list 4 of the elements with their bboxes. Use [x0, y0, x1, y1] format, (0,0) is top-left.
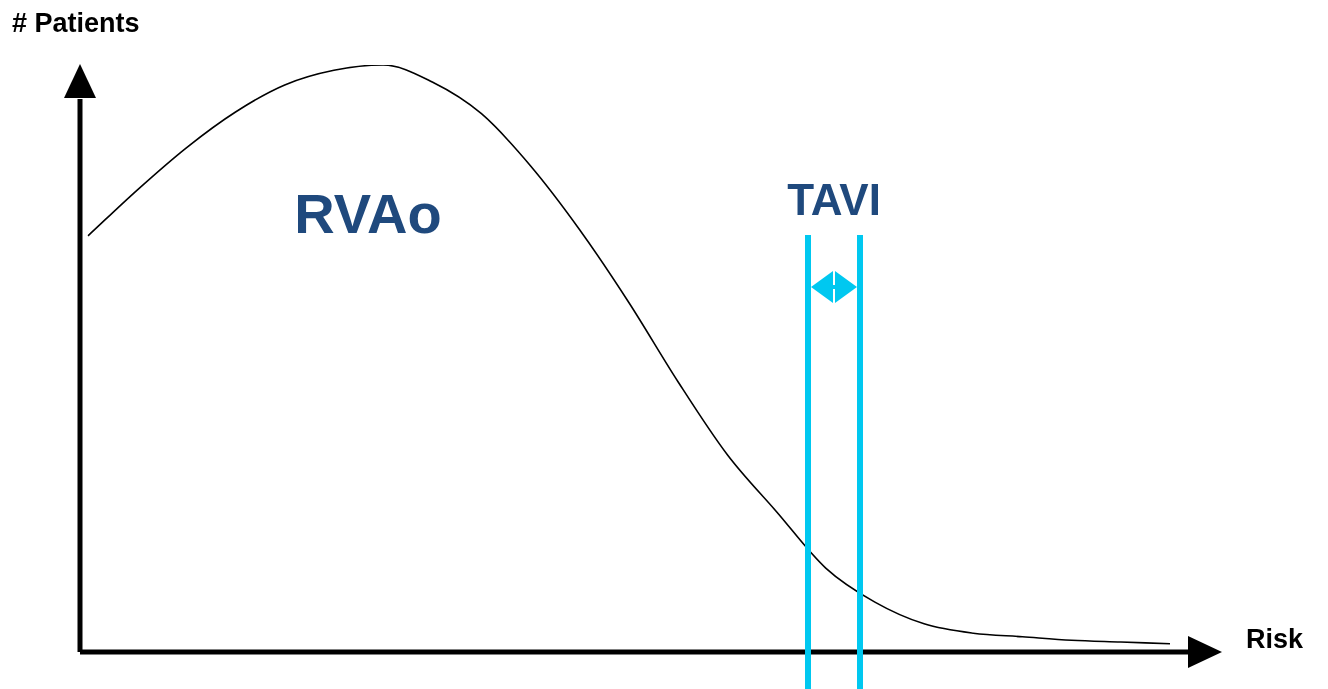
x-axis-title: Risk: [1246, 624, 1304, 655]
y-axis-title: # Patients: [12, 8, 140, 39]
annotation: RVAo: [294, 182, 442, 246]
annotation: TAVI: [787, 175, 881, 225]
